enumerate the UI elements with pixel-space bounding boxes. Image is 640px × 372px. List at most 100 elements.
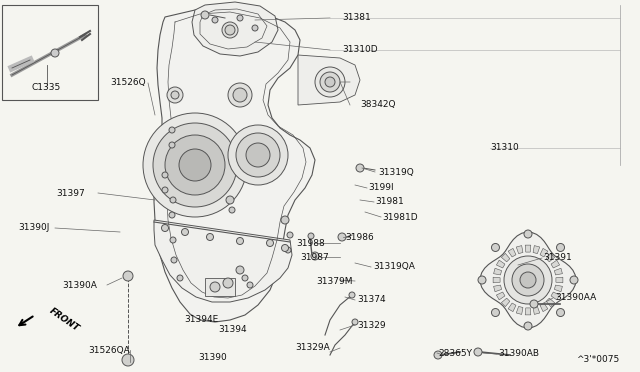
Polygon shape	[192, 2, 278, 56]
Circle shape	[320, 72, 340, 92]
Circle shape	[308, 233, 314, 239]
Polygon shape	[497, 260, 505, 268]
Text: 31390AA: 31390AA	[555, 294, 596, 302]
Circle shape	[434, 351, 442, 359]
Text: 31390J: 31390J	[18, 224, 49, 232]
Circle shape	[229, 207, 235, 213]
Circle shape	[169, 212, 175, 218]
Circle shape	[356, 164, 364, 172]
Circle shape	[222, 22, 238, 38]
Circle shape	[287, 232, 293, 238]
Text: C1335: C1335	[32, 83, 61, 93]
Circle shape	[165, 135, 225, 195]
Circle shape	[338, 233, 346, 241]
Circle shape	[51, 49, 59, 57]
Circle shape	[210, 282, 220, 292]
Polygon shape	[533, 307, 540, 314]
Text: 31390A: 31390A	[62, 280, 97, 289]
Circle shape	[226, 196, 234, 204]
Circle shape	[242, 275, 248, 281]
Circle shape	[162, 172, 168, 178]
Circle shape	[349, 292, 355, 298]
Circle shape	[223, 278, 233, 288]
Text: FRONT: FRONT	[48, 307, 81, 334]
Circle shape	[524, 322, 532, 330]
Text: 31319QA: 31319QA	[373, 263, 415, 272]
Polygon shape	[508, 248, 516, 257]
Circle shape	[167, 87, 183, 103]
Bar	[205, 278, 235, 296]
Circle shape	[225, 25, 235, 35]
Circle shape	[212, 17, 218, 23]
Polygon shape	[480, 232, 576, 328]
Polygon shape	[540, 248, 548, 257]
Circle shape	[247, 282, 253, 288]
Text: 38342Q: 38342Q	[360, 100, 396, 109]
Circle shape	[530, 300, 538, 308]
Circle shape	[123, 271, 133, 281]
Circle shape	[520, 272, 536, 288]
Circle shape	[504, 256, 552, 304]
Circle shape	[161, 224, 168, 231]
Circle shape	[122, 354, 134, 366]
Circle shape	[266, 240, 273, 247]
Circle shape	[311, 252, 319, 260]
Polygon shape	[546, 298, 555, 307]
Polygon shape	[516, 307, 523, 314]
Polygon shape	[493, 268, 502, 275]
Circle shape	[282, 244, 289, 251]
Text: 3199I: 3199I	[368, 183, 394, 192]
Polygon shape	[540, 303, 548, 312]
Circle shape	[352, 319, 358, 325]
Circle shape	[512, 264, 544, 296]
Polygon shape	[546, 253, 555, 262]
Circle shape	[170, 237, 176, 243]
Text: 31310: 31310	[490, 144, 519, 153]
Text: 31394E: 31394E	[184, 315, 218, 324]
Circle shape	[228, 125, 288, 185]
Text: ^3'*0075: ^3'*0075	[576, 356, 620, 365]
Text: 31981: 31981	[375, 198, 404, 206]
Circle shape	[524, 230, 532, 238]
Text: 31381: 31381	[342, 13, 371, 22]
Text: 31981D: 31981D	[382, 212, 418, 221]
Circle shape	[237, 237, 243, 244]
Circle shape	[171, 257, 177, 263]
Polygon shape	[501, 298, 510, 307]
Polygon shape	[551, 292, 559, 300]
Polygon shape	[154, 8, 315, 322]
Polygon shape	[554, 268, 563, 275]
Polygon shape	[516, 246, 523, 254]
Circle shape	[246, 143, 270, 167]
Circle shape	[162, 187, 168, 193]
Text: 31379M: 31379M	[316, 276, 353, 285]
Polygon shape	[493, 277, 500, 283]
Text: 31988: 31988	[296, 238, 324, 247]
Polygon shape	[551, 260, 559, 268]
Text: 31526QA: 31526QA	[88, 346, 130, 355]
Polygon shape	[525, 308, 531, 315]
Text: 31391: 31391	[543, 253, 572, 263]
Circle shape	[557, 243, 564, 251]
Circle shape	[207, 234, 214, 241]
Text: 31390AB: 31390AB	[498, 350, 539, 359]
Circle shape	[474, 348, 482, 356]
Circle shape	[233, 88, 247, 102]
Polygon shape	[556, 277, 563, 283]
Polygon shape	[493, 285, 502, 292]
Circle shape	[228, 83, 252, 107]
Circle shape	[170, 197, 176, 203]
Polygon shape	[525, 245, 531, 252]
Circle shape	[478, 276, 486, 284]
Bar	[2, 5, 98, 100]
Circle shape	[325, 77, 335, 87]
Circle shape	[179, 149, 211, 181]
Polygon shape	[501, 253, 510, 262]
Text: 31526Q: 31526Q	[110, 78, 146, 87]
Text: 31310D: 31310D	[342, 45, 378, 55]
Circle shape	[201, 11, 209, 19]
Circle shape	[252, 25, 258, 31]
Circle shape	[143, 113, 247, 217]
Text: 31986: 31986	[345, 232, 374, 241]
Circle shape	[285, 247, 291, 253]
